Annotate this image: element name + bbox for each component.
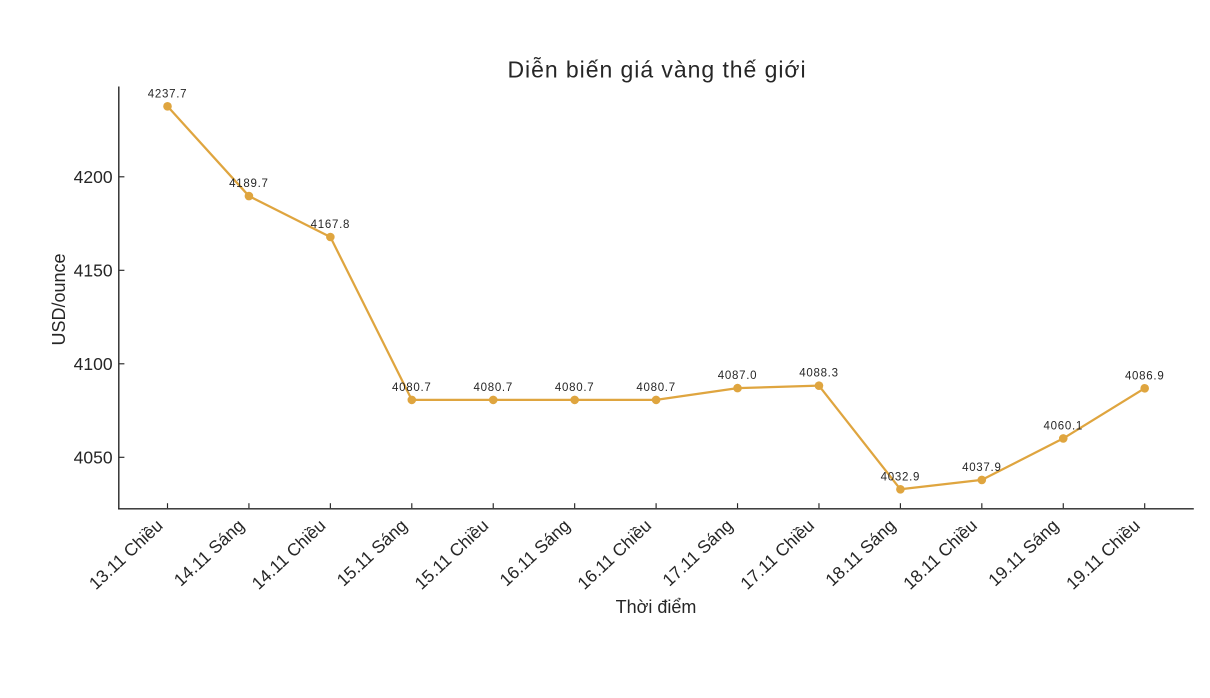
svg-text:4080.7: 4080.7 [555, 382, 595, 394]
svg-text:4087.0: 4087.0 [718, 370, 758, 382]
svg-text:4037.9: 4037.9 [962, 462, 1002, 474]
svg-text:4080.7: 4080.7 [636, 382, 676, 394]
svg-text:4032.9: 4032.9 [881, 471, 921, 483]
svg-text:4088.3: 4088.3 [799, 368, 839, 380]
svg-text:4100: 4100 [74, 354, 113, 374]
svg-text:Diễn biến giá vàng thế giới: Diễn biến giá vàng thế giới [507, 57, 806, 83]
svg-text:4080.7: 4080.7 [473, 382, 513, 394]
svg-text:Thời điểm: Thời điểm [616, 597, 697, 617]
svg-text:4189.7: 4189.7 [229, 178, 269, 190]
svg-text:4050: 4050 [74, 448, 113, 468]
svg-text:4080.7: 4080.7 [392, 382, 432, 394]
svg-text:4200: 4200 [74, 167, 113, 187]
svg-text:4086.9: 4086.9 [1125, 370, 1165, 382]
svg-text:4060.1: 4060.1 [1044, 420, 1084, 432]
svg-text:4167.8: 4167.8 [311, 219, 351, 231]
svg-text:4150: 4150 [74, 261, 113, 281]
svg-text:USD/ounce: USD/ounce [49, 253, 69, 345]
svg-text:4237.7: 4237.7 [148, 88, 188, 100]
